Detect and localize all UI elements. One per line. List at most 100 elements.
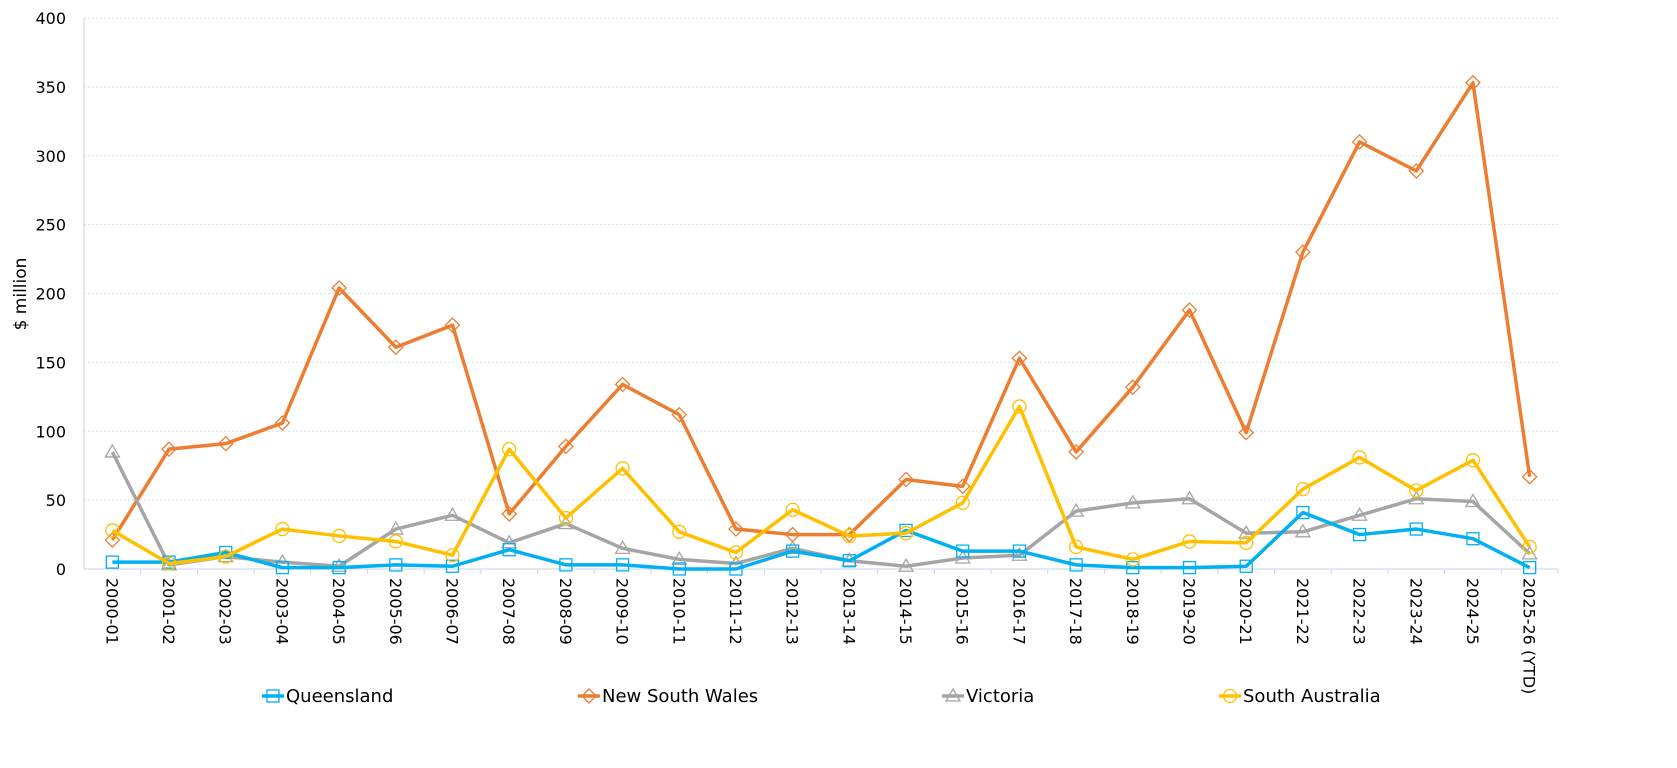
legend-item: New South Wales bbox=[578, 686, 758, 707]
data-point-triangle-marker bbox=[501, 534, 518, 549]
diamond-icon bbox=[581, 688, 597, 704]
x-tick-label: 2009-10 bbox=[613, 578, 632, 645]
series-line bbox=[110, 451, 1531, 568]
data-point-square-marker bbox=[1523, 560, 1537, 575]
x-tick-label: 2019-20 bbox=[1180, 578, 1199, 645]
data-point-square-marker bbox=[275, 560, 290, 575]
x-tick-label: 2003-04 bbox=[272, 578, 291, 645]
data-point-triangle-marker bbox=[1067, 502, 1085, 517]
data-point-square-marker bbox=[842, 554, 856, 568]
series-south-australia bbox=[105, 399, 1537, 571]
y-tick-label: 100 bbox=[35, 422, 66, 441]
legend-label: Queensland bbox=[286, 686, 393, 707]
data-point-circle-marker bbox=[898, 526, 914, 541]
data-point-triangle-marker bbox=[444, 506, 461, 521]
data-point-circle-marker bbox=[1295, 481, 1311, 497]
data-point-square-marker bbox=[389, 558, 403, 572]
data-point-diamond-marker bbox=[444, 317, 461, 334]
data-point-diamond-marker bbox=[1408, 162, 1425, 179]
data-point-square-marker bbox=[1466, 532, 1480, 546]
data-point-square-marker bbox=[786, 544, 800, 558]
x-tick-label: 2000-01 bbox=[102, 578, 121, 645]
x-tick-labels: 2000-01 2001-02 2002-03 2003-04 2004-05 2005-… bbox=[102, 569, 1559, 694]
y-tick-label: 400 bbox=[35, 9, 66, 28]
data-point-diamond-marker bbox=[1238, 424, 1255, 441]
x-tick-label: 2023-24 bbox=[1406, 578, 1425, 645]
data-point-circle-marker bbox=[1409, 483, 1424, 498]
data-point-triangle-marker bbox=[387, 520, 404, 535]
data-point-diamond-marker bbox=[728, 521, 744, 537]
data-point-diamond-marker bbox=[1011, 350, 1028, 367]
x-tick-label: 2018-19 bbox=[1123, 578, 1142, 645]
data-point-square-marker bbox=[1126, 560, 1140, 575]
data-point-square-marker bbox=[1352, 527, 1367, 542]
legend-label: Victoria bbox=[966, 686, 1034, 707]
legend-label: New South Wales bbox=[602, 686, 758, 707]
legend-item: Victoria bbox=[942, 686, 1034, 707]
data-point-square-marker bbox=[105, 555, 119, 569]
data-point-circle-marker bbox=[955, 495, 970, 511]
data-point-diamond-marker bbox=[1124, 379, 1141, 396]
triangle-icon bbox=[944, 687, 962, 702]
data-point-circle-marker bbox=[785, 502, 800, 517]
data-point-circle-marker bbox=[445, 548, 460, 563]
x-tick-label: 2001-02 bbox=[159, 578, 178, 645]
data-point-circle-marker bbox=[1125, 552, 1140, 567]
series-lines bbox=[104, 74, 1538, 576]
data-point-circle-marker bbox=[1012, 399, 1027, 414]
gridlines bbox=[84, 17, 1558, 501]
y-tick-labels: 0 50 100 150 200 250 300 350 400 bbox=[35, 9, 66, 579]
data-point-circle-marker bbox=[1182, 534, 1197, 549]
x-tick-label: 2002-03 bbox=[216, 578, 235, 645]
data-point-square-marker bbox=[559, 558, 573, 572]
data-point-square-marker bbox=[1296, 505, 1310, 520]
data-point-triangle-marker bbox=[1181, 490, 1198, 505]
series-victoria bbox=[104, 443, 1538, 572]
data-point-circle-marker bbox=[502, 442, 517, 457]
x-tick-label: 2010-11 bbox=[669, 578, 688, 645]
circle-icon bbox=[1222, 688, 1238, 704]
x-tick-label: 2024-25 bbox=[1463, 578, 1482, 645]
x-tick-label: 2013-14 bbox=[839, 578, 858, 645]
series-new-south-wales bbox=[104, 74, 1538, 548]
x-tick-label: 2011-12 bbox=[726, 578, 745, 645]
square-icon bbox=[266, 689, 280, 703]
data-point-square-marker bbox=[672, 562, 686, 576]
legend: Queensland New South Wales Victoria South A… bbox=[262, 686, 1381, 707]
data-point-circle-marker bbox=[728, 545, 744, 560]
data-point-triangle-marker bbox=[1408, 490, 1425, 505]
legend-label: South Australia bbox=[1243, 686, 1381, 707]
data-point-triangle-marker bbox=[1011, 546, 1028, 561]
data-point-diamond-marker bbox=[557, 438, 574, 455]
y-tick-label: 200 bbox=[35, 285, 66, 304]
x-tick-label: 2004-05 bbox=[329, 578, 348, 645]
legend-item: South Australia bbox=[1219, 686, 1381, 707]
data-point-diamond-marker bbox=[387, 339, 404, 356]
series-queensland bbox=[105, 505, 1537, 576]
x-tick-label: 2015-16 bbox=[953, 578, 972, 645]
data-point-square-marker bbox=[956, 544, 970, 558]
data-point-triangle-marker bbox=[104, 443, 121, 458]
data-point-triangle-marker bbox=[614, 540, 631, 554]
data-point-circle-marker bbox=[558, 510, 574, 526]
series-line bbox=[110, 80, 1532, 541]
data-point-square-marker bbox=[332, 560, 346, 575]
legend-item: Queensland bbox=[262, 686, 393, 707]
data-point-square-marker bbox=[729, 562, 743, 576]
data-point-diamond-marker bbox=[1351, 134, 1368, 150]
data-point-triangle-marker bbox=[1124, 494, 1141, 509]
series-line bbox=[112, 510, 1531, 571]
data-point-diamond-marker bbox=[161, 441, 177, 458]
x-tick-label: 2008-09 bbox=[556, 578, 575, 645]
data-point-circle-marker bbox=[672, 524, 687, 539]
data-point-diamond-marker bbox=[104, 532, 121, 548]
data-point-square-marker bbox=[445, 559, 460, 573]
y-tick-label: 150 bbox=[35, 353, 66, 372]
data-point-diamond-marker bbox=[1181, 302, 1198, 318]
y-tick-label: 0 bbox=[56, 560, 66, 579]
x-tick-label: 2005-06 bbox=[386, 578, 405, 645]
data-point-square-marker bbox=[1409, 522, 1423, 536]
data-point-square-marker bbox=[615, 558, 630, 572]
data-point-diamond-marker bbox=[1465, 74, 1481, 91]
data-point-diamond-marker bbox=[217, 435, 234, 452]
